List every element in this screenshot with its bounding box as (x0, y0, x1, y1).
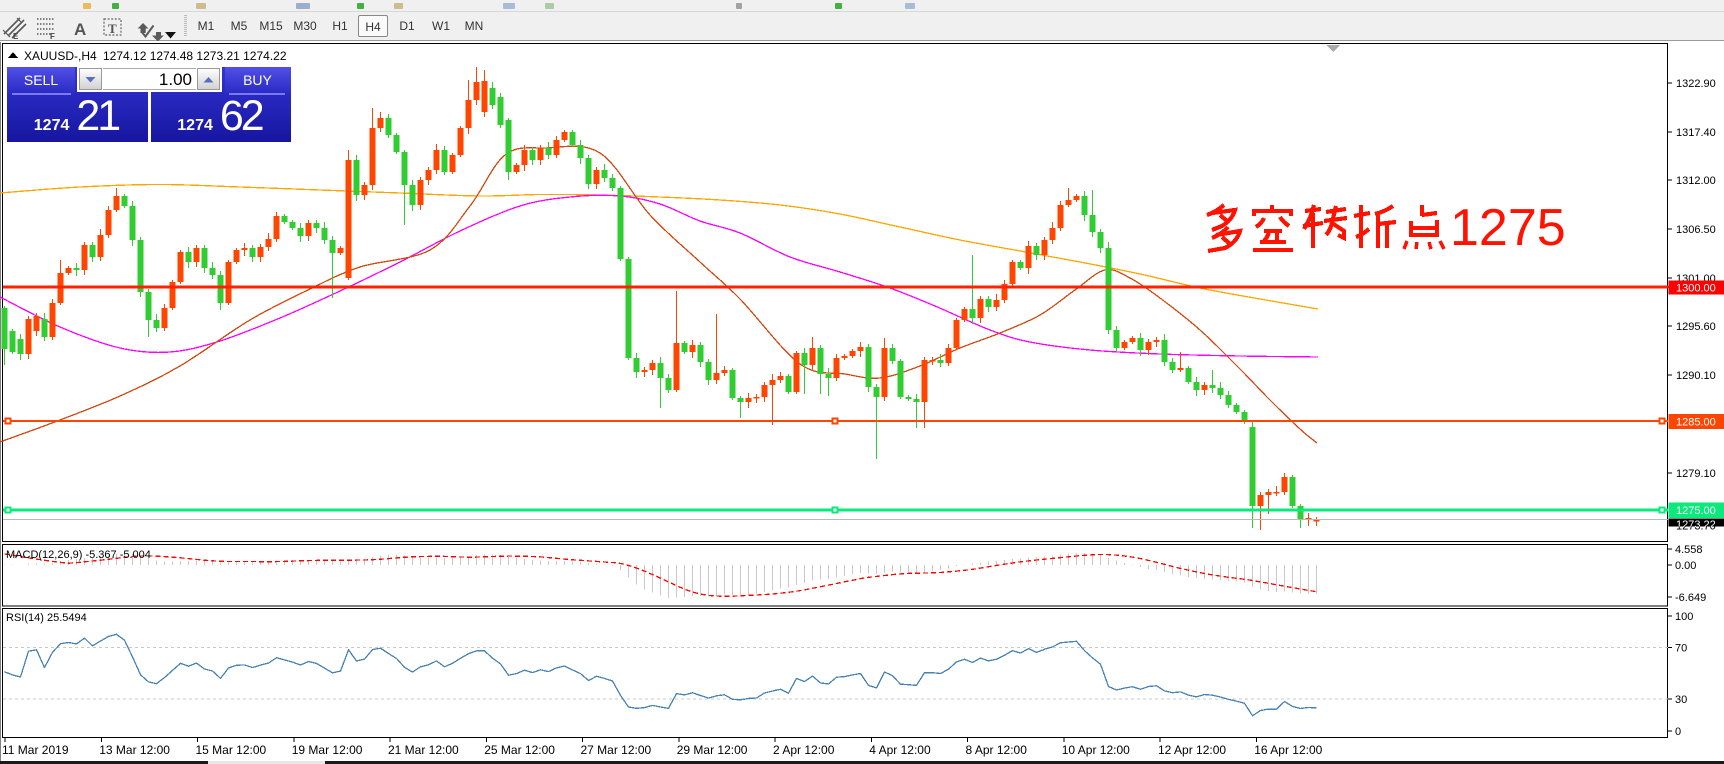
svg-text:29 Mar 12:00: 29 Mar 12:00 (677, 743, 748, 757)
svg-text:1300.00: 1300.00 (1676, 283, 1716, 295)
svg-text:0.00: 0.00 (1675, 560, 1696, 572)
svg-text:2 Apr 12:00: 2 Apr 12:00 (773, 743, 835, 757)
svg-text:1275: 1275 (1450, 199, 1566, 257)
svg-text:A: A (74, 20, 86, 39)
svg-text:27 Mar 12:00: 27 Mar 12:00 (581, 743, 652, 757)
svg-text:T: T (108, 21, 117, 36)
svg-text:12 Apr 12:00: 12 Apr 12:00 (1158, 743, 1226, 757)
svg-text:XAUUSD-,H4: XAUUSD-,H4 (24, 49, 97, 63)
svg-text:1290.10: 1290.10 (1676, 370, 1716, 382)
svg-text:1312.00: 1312.00 (1676, 175, 1716, 187)
svg-text:1273.22: 1273.22 (1676, 519, 1716, 531)
svg-text:0: 0 (1675, 726, 1681, 738)
svg-text:11 Mar 2019: 11 Mar 2019 (2, 743, 69, 757)
svg-text:F: F (50, 32, 55, 41)
svg-text:30: 30 (1675, 694, 1687, 706)
svg-text:1275.00: 1275.00 (1676, 505, 1716, 517)
svg-text:1317.40: 1317.40 (1676, 127, 1716, 139)
svg-text:E: E (13, 32, 19, 41)
svg-text:4.558: 4.558 (1675, 544, 1703, 556)
svg-text:15 Mar 12:00: 15 Mar 12:00 (196, 743, 267, 757)
svg-text:MACD(12,26,9) -5.367 -5.004: MACD(12,26,9) -5.367 -5.004 (6, 549, 151, 561)
svg-text:1285.00: 1285.00 (1676, 417, 1716, 429)
svg-text:-6.649: -6.649 (1675, 592, 1706, 604)
svg-text:1295.60: 1295.60 (1676, 321, 1716, 333)
svg-text:13 Mar 12:00: 13 Mar 12:00 (99, 743, 170, 757)
svg-text:16 Apr 12:00: 16 Apr 12:00 (1254, 743, 1322, 757)
svg-text:19 Mar 12:00: 19 Mar 12:00 (292, 743, 363, 757)
svg-text:RSI(14) 25.5494: RSI(14) 25.5494 (6, 612, 87, 624)
svg-text:1306.50: 1306.50 (1676, 224, 1716, 236)
svg-text:21 Mar 12:00: 21 Mar 12:00 (388, 743, 459, 757)
svg-text:70: 70 (1675, 643, 1687, 655)
svg-text:25 Mar 12:00: 25 Mar 12:00 (484, 743, 555, 757)
svg-text:1279.10: 1279.10 (1676, 468, 1716, 480)
svg-text:8 Apr 12:00: 8 Apr 12:00 (966, 743, 1028, 757)
svg-text:4 Apr 12:00: 4 Apr 12:00 (869, 743, 931, 757)
svg-text:100: 100 (1675, 611, 1693, 623)
svg-text:1274.12 1274.48 1273.21 1274.2: 1274.12 1274.48 1273.21 1274.22 (103, 49, 287, 63)
svg-text:10 Apr 12:00: 10 Apr 12:00 (1062, 743, 1130, 757)
svg-text:1322.90: 1322.90 (1676, 78, 1716, 90)
